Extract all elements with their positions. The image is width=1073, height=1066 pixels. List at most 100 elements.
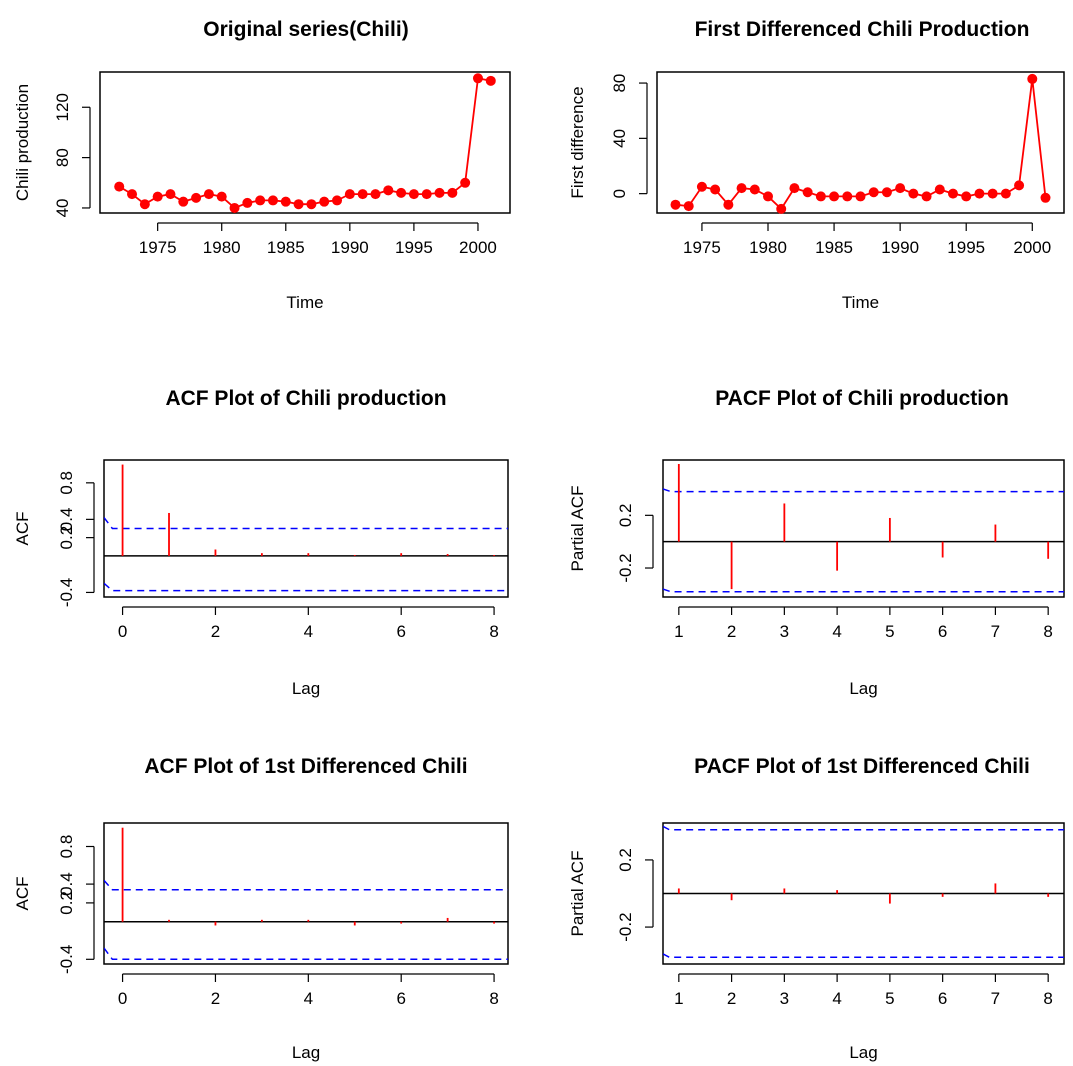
data-point (472, 73, 483, 84)
data-point (357, 189, 368, 200)
x-tick-label: 5 (885, 989, 894, 1008)
data-point (216, 191, 227, 202)
plot-area (663, 825, 1064, 959)
y-tick-label: 40 (610, 129, 629, 148)
x-tick-label: 3 (780, 989, 789, 1008)
x-tick-label: 6 (396, 989, 405, 1008)
y-tick-label: 0.8 (57, 835, 76, 859)
data-point (267, 195, 278, 206)
data-point (710, 184, 721, 195)
data-point (408, 189, 419, 200)
x-axis-title: Time (286, 293, 323, 312)
data-point (749, 184, 760, 195)
data-point (921, 191, 932, 202)
data-point (974, 188, 985, 199)
x-tick-label: 1975 (139, 238, 177, 257)
plot-area (104, 464, 508, 592)
chart-panel-3: ACF Plot of Chili production Lag ACF 0 2 4 6 8 -… (13, 387, 509, 698)
data-point (396, 187, 407, 198)
y-tick-label: 0.2 (616, 504, 635, 528)
x-axis-title: Lag (849, 679, 877, 698)
plot-area (663, 463, 1064, 593)
y-tick-label: -0.4 (57, 578, 76, 607)
y-tick-label: -0.4 (57, 945, 76, 974)
y-tick-label: -0.2 (616, 912, 635, 941)
x-tick-label: 1995 (947, 238, 985, 257)
x-tick-label: 1985 (267, 238, 305, 257)
data-point (114, 181, 125, 192)
x-tick-label: 2000 (1013, 238, 1051, 257)
data-point (683, 201, 694, 212)
data-point (421, 189, 432, 200)
x-tick-label: 2 (727, 622, 736, 641)
data-point (242, 197, 253, 208)
y-tick-label: 80 (53, 148, 72, 167)
x-tick-label: 0 (118, 622, 127, 641)
y-tick-label: 0.2 (57, 526, 76, 550)
x-tick-label: 4 (832, 989, 841, 1008)
x-tick-label: 1985 (815, 238, 853, 257)
x-tick-label: 8 (489, 989, 498, 1008)
data-point (319, 196, 330, 207)
y-tick-label: 0 (610, 189, 629, 198)
y-tick-label: 0.2 (616, 848, 635, 872)
x-tick-label: 3 (780, 622, 789, 641)
data-point (255, 195, 266, 206)
data-point (895, 183, 906, 194)
x-tick-label: 0 (118, 989, 127, 1008)
data-point (789, 183, 800, 194)
data-point (1040, 192, 1051, 203)
y-tick-label: 0.8 (57, 471, 76, 495)
x-tick-label: 5 (885, 622, 894, 641)
y-tick-label: 40 (53, 199, 72, 218)
y-axis-title: First difference (568, 86, 587, 198)
x-axis-title: Time (842, 293, 879, 312)
plot-frame (99, 71, 511, 214)
x-tick-label: 6 (938, 622, 947, 641)
data-point (203, 189, 214, 200)
x-tick-label: 8 (489, 622, 498, 641)
x-tick-label: 4 (832, 622, 841, 641)
data-point (1000, 188, 1011, 199)
data-point (447, 187, 458, 198)
x-axis-title: Lag (292, 679, 320, 698)
data-point (280, 196, 291, 207)
data-point (670, 199, 681, 210)
x-axis-title: Lag (292, 1043, 320, 1062)
x-tick-label: 2000 (459, 238, 497, 257)
x-tick-label: 8 (1043, 989, 1052, 1008)
y-tick-label: -0.2 (616, 553, 635, 582)
data-point (829, 191, 840, 202)
ci-lower-line (104, 947, 508, 961)
data-point (855, 191, 866, 202)
data-point (736, 183, 747, 194)
x-tick-label: 4 (304, 989, 313, 1008)
plot-frame (656, 71, 1065, 214)
chart-title: First Differenced Chili Production (695, 18, 1030, 41)
ci-upper-line (663, 825, 1064, 831)
ci-lower-line (663, 953, 1064, 959)
x-tick-label: 1980 (749, 238, 787, 257)
data-point (908, 188, 919, 199)
chart-panel-5: ACF Plot of 1st Differenced Chili Lag ACF 0… (13, 755, 509, 1062)
x-tick-label: 1995 (395, 238, 433, 257)
data-point (1027, 73, 1038, 84)
x-tick-label: 7 (991, 989, 1000, 1008)
data-point (152, 191, 163, 202)
data-point (934, 184, 945, 195)
y-tick-label: 0.2 (57, 891, 76, 915)
data-point (723, 199, 734, 210)
plot-area (104, 827, 508, 961)
x-axis-title: Lag (849, 1043, 877, 1062)
x-tick-label: 2 (211, 989, 220, 1008)
data-point (485, 75, 496, 86)
x-tick-label: 1975 (683, 238, 721, 257)
data-point (815, 191, 826, 202)
data-point (434, 187, 445, 198)
ci-upper-line (104, 517, 508, 530)
ci-lower-line (663, 588, 1064, 593)
data-point (961, 191, 972, 202)
chart-panel-6: PACF Plot of 1st Differenced Chili Lag Par… (568, 755, 1065, 1062)
x-tick-label: 6 (396, 622, 405, 641)
y-tick-label: 80 (610, 74, 629, 93)
